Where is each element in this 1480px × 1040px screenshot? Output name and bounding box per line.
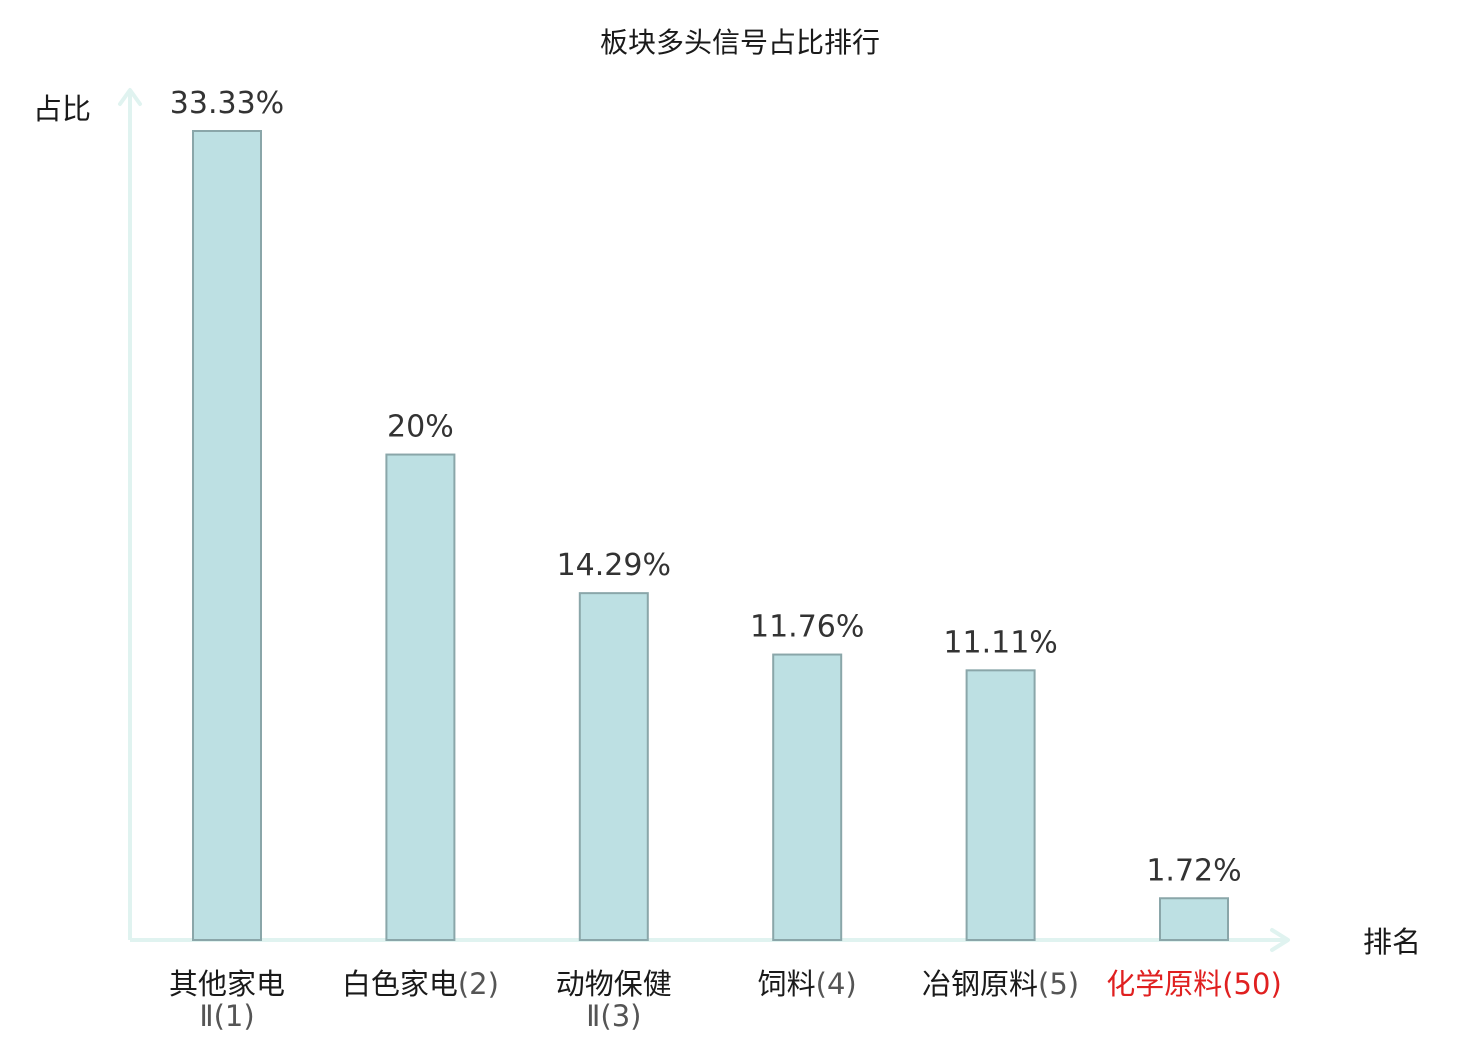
- y-axis-label: 占比: [33, 92, 91, 126]
- category-name: 化学原料: [1106, 967, 1222, 1001]
- bar: [1159, 897, 1229, 941]
- value-labels: 33.33% 20% 14.29% 11.76% 11.11% 1.72%: [170, 86, 1242, 888]
- x-axis-label: 排名: [1363, 925, 1421, 959]
- value-label: 11.11%: [943, 625, 1057, 660]
- value-label: 11.76%: [750, 610, 864, 645]
- bar: [965, 669, 1036, 941]
- bar: [385, 453, 456, 941]
- category-rank: Ⅱ(3): [586, 999, 641, 1033]
- category-label: 化学原料(50): [1106, 967, 1282, 1001]
- bars: [192, 130, 1229, 942]
- category-rank: Ⅱ(1): [199, 999, 254, 1033]
- category-rank: (5): [1038, 967, 1079, 1001]
- y-axis-arrow: [118, 88, 142, 106]
- category-label: 饲料(4): [758, 967, 857, 1001]
- value-label: 14.29%: [557, 548, 671, 583]
- category-label: 白色家电(2): [342, 967, 499, 1001]
- category-name: 冶钢原料: [922, 967, 1038, 1001]
- bar: [578, 592, 649, 942]
- value-label: 33.33%: [170, 86, 284, 121]
- x-axis-arrow: [1270, 928, 1290, 952]
- bar: [772, 653, 843, 942]
- category-name: 饲料: [758, 967, 816, 1001]
- bar: [192, 130, 262, 941]
- category-rank: (2): [458, 967, 499, 1001]
- category-rank: (50): [1222, 967, 1282, 1001]
- category-label: 其他家电: [169, 967, 285, 1001]
- category-name: 白色家电: [342, 967, 458, 1001]
- value-label: 20%: [387, 410, 454, 445]
- chart-title: 板块多头信号占比排行: [600, 26, 880, 59]
- category-label: 冶钢原料(5): [922, 967, 1079, 1001]
- axes: [118, 88, 1290, 952]
- value-label: 1.72%: [1146, 853, 1241, 888]
- category-label: 动物保健: [556, 967, 672, 1001]
- category-rank: (4): [816, 967, 857, 1001]
